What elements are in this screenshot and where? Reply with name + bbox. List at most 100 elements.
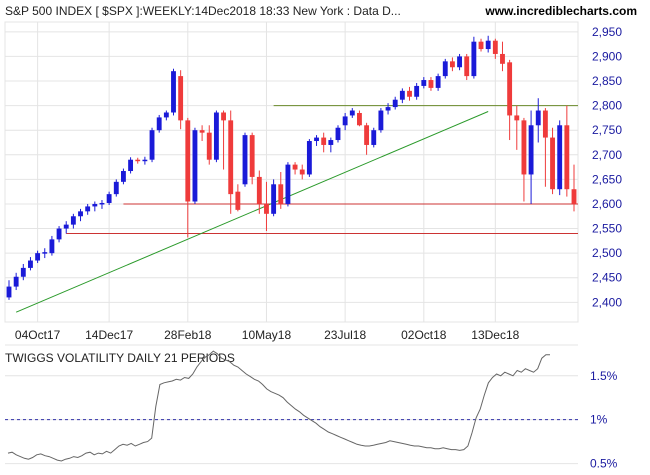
candle bbox=[242, 132, 248, 187]
candle bbox=[364, 122, 370, 155]
candle-body bbox=[199, 130, 205, 133]
candle bbox=[278, 172, 284, 209]
chart-title: S&P 500 INDEX [ $SPX ]:WEEKLY:14Dec2018 … bbox=[5, 4, 401, 18]
candle-body bbox=[285, 164, 291, 204]
candle bbox=[535, 98, 541, 143]
candle bbox=[335, 125, 341, 143]
candle-body bbox=[106, 194, 112, 203]
candle-body bbox=[385, 107, 391, 111]
candle bbox=[564, 105, 570, 197]
candle bbox=[206, 125, 212, 165]
candle bbox=[492, 38, 498, 59]
candle bbox=[271, 179, 277, 217]
candle bbox=[149, 127, 155, 163]
candle-body bbox=[542, 110, 548, 138]
candle-body bbox=[364, 125, 370, 145]
price-y-tick-label: 2,500 bbox=[592, 246, 622, 260]
site-url[interactable]: www.incrediblecharts.com bbox=[484, 4, 637, 18]
volatility-title: TWIGGS VOLATILITY DAILY 21 PERIODS bbox=[5, 351, 235, 365]
candle bbox=[299, 164, 305, 180]
price-y-tick-label: 2,950 bbox=[592, 25, 622, 39]
price-x-tick-label: 02Oct18 bbox=[401, 328, 447, 342]
candle-body bbox=[464, 56, 470, 77]
price-y-tick-label: 2,700 bbox=[592, 148, 622, 162]
candle bbox=[342, 112, 348, 131]
candle-body bbox=[342, 116, 348, 126]
candle bbox=[428, 77, 434, 91]
candle-body bbox=[557, 125, 563, 190]
candle bbox=[464, 53, 470, 81]
candle-body bbox=[249, 135, 255, 177]
candle-body bbox=[120, 171, 126, 182]
candle bbox=[85, 203, 91, 215]
price-x-tick-label: 04Oct17 bbox=[15, 328, 61, 342]
price-x-tick-label: 10May18 bbox=[242, 328, 292, 342]
candle-body bbox=[235, 191, 241, 210]
price-y-tick-label: 2,450 bbox=[592, 271, 622, 285]
candle bbox=[514, 105, 520, 150]
candle bbox=[571, 164, 577, 212]
candle bbox=[421, 77, 427, 89]
candle bbox=[292, 162, 298, 175]
candle-body bbox=[13, 276, 19, 287]
candle-body bbox=[221, 112, 226, 121]
candle bbox=[185, 117, 191, 238]
price-y-tick-label: 2,600 bbox=[592, 197, 622, 211]
candle-body bbox=[328, 140, 334, 145]
price-y-tick-label: 2,650 bbox=[592, 172, 622, 186]
candle-body bbox=[421, 80, 427, 86]
candle bbox=[557, 120, 563, 196]
candle bbox=[349, 108, 355, 118]
price-y-tick-label: 2,800 bbox=[592, 99, 622, 113]
candle bbox=[457, 53, 463, 71]
candle-body bbox=[206, 132, 212, 160]
candle bbox=[385, 103, 391, 115]
candle-body bbox=[85, 206, 91, 212]
candle bbox=[70, 213, 76, 229]
candle-body bbox=[92, 203, 98, 207]
candle bbox=[163, 110, 169, 121]
candle-body bbox=[571, 189, 577, 204]
candle-body bbox=[306, 141, 312, 175]
candle bbox=[256, 170, 262, 214]
candle-body bbox=[192, 130, 198, 202]
candle bbox=[6, 280, 12, 300]
candle bbox=[199, 125, 205, 142]
candle-body bbox=[135, 159, 141, 162]
candle bbox=[120, 168, 126, 185]
candle bbox=[63, 221, 69, 234]
candle bbox=[42, 248, 48, 259]
candle bbox=[485, 35, 491, 53]
price-y-axis: 2,400 2,450 2,500 2,550 2,600 2,650 2,700 2,750… bbox=[592, 25, 622, 309]
candle bbox=[20, 263, 26, 281]
candle-body bbox=[392, 99, 398, 108]
candle-body bbox=[564, 125, 570, 190]
candle bbox=[228, 110, 234, 214]
price-y-tick-label: 2,550 bbox=[592, 222, 622, 236]
candle-body bbox=[371, 130, 377, 145]
candle bbox=[392, 96, 398, 110]
price-horizontal-lines bbox=[15, 105, 578, 313]
candle bbox=[328, 137, 334, 153]
candle-body bbox=[28, 260, 33, 268]
candle bbox=[99, 200, 105, 209]
candle bbox=[113, 179, 119, 197]
candle bbox=[235, 184, 241, 212]
candle bbox=[135, 157, 141, 164]
candle bbox=[56, 226, 62, 243]
candle bbox=[28, 257, 33, 271]
candle-body bbox=[35, 253, 41, 261]
candle bbox=[507, 59, 513, 141]
candle-body bbox=[185, 120, 191, 202]
candle-body bbox=[514, 115, 520, 121]
candle-body bbox=[213, 112, 219, 160]
candle bbox=[321, 132, 327, 153]
candle bbox=[264, 181, 269, 232]
candle-body bbox=[292, 164, 298, 170]
candle bbox=[213, 110, 219, 163]
candle-body bbox=[457, 56, 463, 68]
candle-body bbox=[271, 184, 277, 214]
candle-body bbox=[507, 62, 513, 116]
price-x-tick-label: 14Dec17 bbox=[85, 328, 133, 342]
